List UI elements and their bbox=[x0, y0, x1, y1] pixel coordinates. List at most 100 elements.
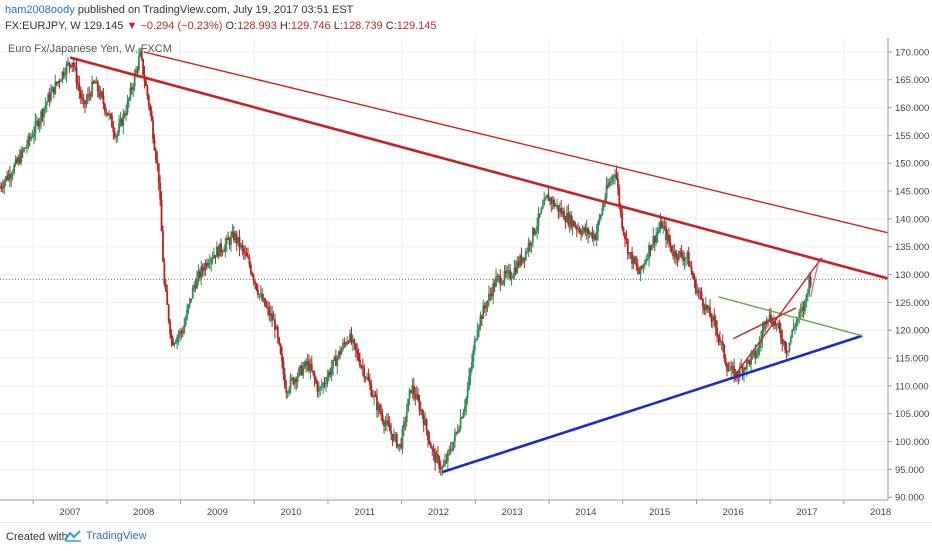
candle-body bbox=[213, 255, 215, 259]
candle-body bbox=[82, 99, 85, 101]
candle-body bbox=[497, 275, 500, 277]
candle-body bbox=[658, 229, 660, 233]
candle-body bbox=[428, 439, 431, 444]
candle-body bbox=[699, 291, 701, 293]
candle-body bbox=[618, 187, 621, 205]
candle-body bbox=[446, 451, 449, 462]
candle-body bbox=[60, 80, 62, 82]
candle-body bbox=[724, 358, 727, 365]
candle-body bbox=[20, 150, 23, 164]
candle-body bbox=[347, 341, 350, 343]
candle-body bbox=[377, 404, 380, 411]
candle-body bbox=[28, 136, 31, 140]
candle-body bbox=[738, 366, 741, 376]
red-channel-upper[interactable] bbox=[732, 307, 797, 340]
candle-body bbox=[550, 198, 553, 204]
candle-body bbox=[109, 113, 112, 116]
candle-body bbox=[646, 258, 649, 260]
price-axis[interactable]: 90.000 95.000 100.000 105.000 110.000 115.000… bbox=[887, 38, 929, 504]
upper-resistance-thin[interactable] bbox=[143, 51, 889, 234]
candle-body bbox=[378, 404, 381, 413]
candle-body bbox=[58, 81, 61, 82]
price-chart[interactable]: 90.000 95.000 100.000 105.000 110.000 115.000… bbox=[0, 38, 932, 522]
candle-body bbox=[45, 101, 48, 106]
tradingview-brand-link[interactable]: TradingView bbox=[86, 530, 147, 542]
candle-body bbox=[621, 212, 624, 228]
candle-body bbox=[221, 251, 224, 253]
candle-body bbox=[683, 258, 686, 261]
candle-body bbox=[792, 327, 795, 330]
candle-body bbox=[471, 362, 473, 370]
candle-body bbox=[714, 319, 717, 328]
main-resistance-thick[interactable] bbox=[69, 56, 889, 280]
candle-body bbox=[482, 305, 485, 319]
candle-body bbox=[427, 430, 429, 440]
y-tick-label: 135.000 bbox=[895, 242, 929, 253]
candle-body bbox=[805, 294, 808, 300]
time-axis[interactable]: 2007 2008 2009 2010 2011 2012 2013 2014 2015 2016… bbox=[0, 499, 891, 518]
candle-body bbox=[680, 251, 683, 257]
chart-area[interactable]: 90.000 95.000 100.000 105.000 110.000 115.000… bbox=[0, 38, 932, 522]
candle-body bbox=[196, 277, 198, 289]
candle-body bbox=[411, 385, 414, 393]
candle-body bbox=[164, 284, 167, 291]
footer: Created with TradingView bbox=[0, 522, 932, 551]
down-arrow-icon: ▼ bbox=[126, 20, 138, 32]
candle-body bbox=[707, 306, 710, 310]
candle-body bbox=[585, 228, 588, 233]
candle-body bbox=[400, 443, 402, 448]
candle-body bbox=[437, 454, 439, 458]
candle-body bbox=[598, 217, 601, 222]
candle-body bbox=[478, 326, 480, 331]
candle-body bbox=[659, 221, 662, 230]
candle-body bbox=[653, 236, 656, 243]
candle-body bbox=[388, 424, 391, 432]
candle-body bbox=[652, 236, 655, 245]
candle-body bbox=[35, 120, 38, 122]
candle-body bbox=[27, 136, 30, 146]
candle-body bbox=[754, 350, 757, 358]
candle-body bbox=[4, 176, 7, 182]
projection-pink[interactable] bbox=[810, 263, 819, 297]
candle-body bbox=[286, 392, 289, 394]
candle-body bbox=[227, 237, 230, 240]
candle-body bbox=[112, 127, 115, 133]
candle-body bbox=[350, 333, 353, 343]
candle-body bbox=[704, 304, 707, 311]
candle-body bbox=[495, 276, 497, 287]
candle-body bbox=[466, 388, 469, 398]
candle-body bbox=[65, 63, 68, 75]
candle-body bbox=[777, 323, 779, 324]
candle-body bbox=[486, 300, 489, 308]
candle-body bbox=[234, 233, 237, 241]
candle-body bbox=[540, 208, 543, 214]
candle-body bbox=[57, 81, 60, 84]
candle-body bbox=[401, 428, 404, 448]
candle-body bbox=[801, 307, 804, 311]
candle-body bbox=[293, 378, 296, 385]
candle-body bbox=[393, 434, 395, 441]
candle-body bbox=[614, 174, 616, 176]
candle-body bbox=[129, 87, 132, 99]
candle-body bbox=[539, 213, 541, 215]
green-trendline[interactable] bbox=[718, 296, 863, 337]
candle-body bbox=[629, 252, 632, 254]
main-support-blue[interactable] bbox=[441, 334, 863, 474]
candle-body bbox=[530, 242, 533, 246]
candle-body bbox=[288, 389, 291, 393]
candle-body bbox=[444, 460, 446, 466]
candle-body bbox=[435, 454, 438, 463]
last-price: 129.145 bbox=[83, 20, 124, 32]
candle-body bbox=[154, 150, 157, 160]
username-link[interactable]: ham2008oody bbox=[5, 4, 75, 16]
candle-body bbox=[720, 341, 723, 343]
candle-body bbox=[639, 266, 642, 275]
candle-body bbox=[184, 318, 187, 326]
candle-body bbox=[687, 252, 690, 267]
candle-body bbox=[179, 330, 181, 335]
candle-body bbox=[360, 366, 363, 368]
candle-body bbox=[47, 94, 50, 102]
candle-body bbox=[91, 81, 94, 97]
candle-body bbox=[520, 255, 523, 263]
symbol-label: FX:EURJPY, W bbox=[5, 20, 81, 32]
